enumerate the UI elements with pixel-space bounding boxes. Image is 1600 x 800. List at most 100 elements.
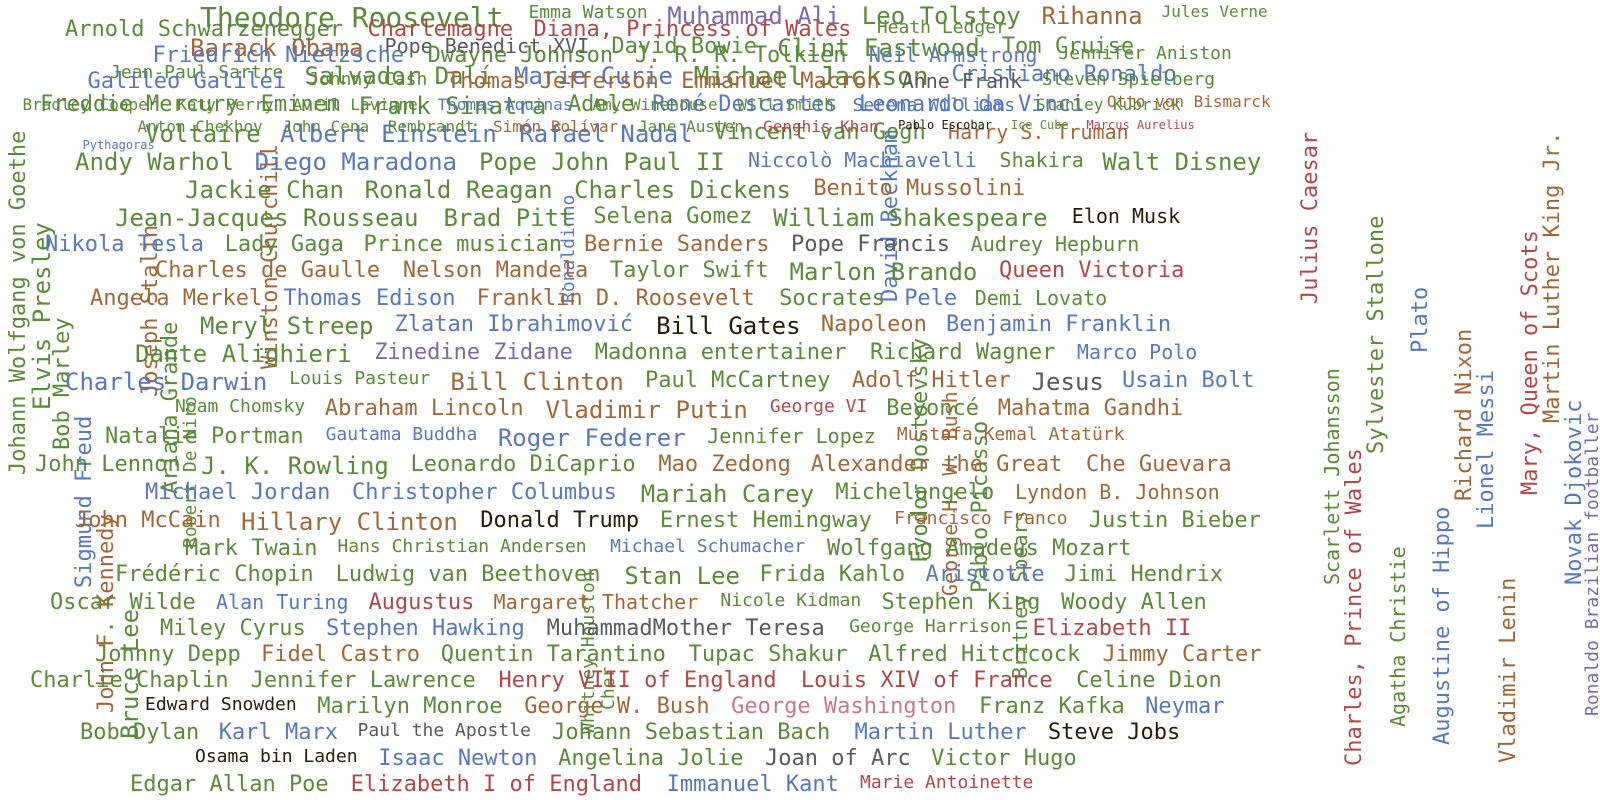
word: Serena Williams: [852, 95, 1016, 116]
word: Katy Perry: [177, 95, 274, 114]
word: John Cena: [282, 117, 370, 136]
word: Oscar Wilde: [50, 590, 196, 615]
word: John McCain: [75, 508, 221, 533]
word: Diana, Princess of Wales: [533, 17, 852, 42]
word: Steve Jobs: [1047, 720, 1181, 745]
word: Fidel Castro: [261, 642, 420, 667]
word: Bill Clinton: [450, 368, 624, 396]
word: Michael Jordan: [145, 480, 331, 505]
word: Friedrich Nietzsche: [152, 43, 405, 68]
word: Ludwig van Beethoven: [335, 562, 601, 587]
word: Nikola Tesla: [45, 232, 204, 257]
word: Celine Dion: [1076, 668, 1222, 693]
word-vertical: Charles, Prince of Wales: [1342, 447, 1367, 766]
word: Audrey Hepburn: [970, 232, 1140, 256]
word: Stan Lee: [624, 562, 740, 590]
word: Ernest Hemingway: [659, 508, 872, 533]
word: Meryl Streep: [200, 312, 374, 340]
word: Taylor Swift: [609, 258, 769, 283]
word: Donald Trump: [480, 508, 640, 533]
word: J. R. R. Tolkien: [634, 43, 847, 68]
word-vertical: Vladimir Lenin: [1496, 577, 1521, 763]
word: Anton Chekhov: [137, 117, 263, 136]
word: Bradley Cooper: [22, 95, 158, 114]
word: Jennifer Aniston: [1058, 43, 1232, 64]
word: Charlemagne: [367, 17, 514, 42]
word: Stephen Hawking: [326, 616, 525, 641]
word: Adele: [567, 92, 635, 117]
word: Jules Verne: [1161, 2, 1268, 21]
word: Che Guevara: [1085, 452, 1232, 477]
word-vertical: Ronaldo Brazilian footballer: [1582, 412, 1600, 716]
word-vertical: Julius Caesar: [1298, 132, 1323, 305]
word: Marcus Aurelius: [1086, 118, 1195, 132]
word: Christopher Columbus: [351, 480, 617, 505]
word: Stanley Kubrick: [1035, 95, 1181, 114]
word: Anne Frank: [901, 69, 1023, 93]
word: Frédéric Chopin: [115, 562, 314, 587]
word: Nicole Kidman: [720, 590, 862, 611]
word-vertical: Scarlett Johansson: [1320, 368, 1344, 585]
word: Margaret Thatcher: [493, 590, 699, 614]
word: Neymar: [1145, 694, 1225, 719]
word: Edgar Allan Poe: [130, 772, 329, 797]
word: Johnny Cash: [308, 69, 428, 90]
word: Michael Schumacher: [610, 536, 806, 557]
word: Nelson Mandela: [402, 258, 589, 283]
word: George Washington: [731, 694, 957, 719]
word: Prince musician: [363, 232, 563, 257]
word: Roger Federer: [497, 424, 686, 452]
word: Noam Chomsky: [175, 396, 306, 417]
word: Alfred Hitchcock: [868, 642, 1081, 667]
word: Jane Austen: [637, 117, 744, 136]
word: Michael Jackson: [693, 62, 929, 92]
word: Augustus: [368, 590, 475, 615]
word: John Lennon: [35, 452, 181, 477]
word: Francisco Franco: [894, 508, 1068, 529]
word: Franz Kafka: [979, 694, 1125, 719]
word: Theodore Roosevelt: [200, 1, 504, 34]
word: Alexander the Great: [810, 452, 1063, 477]
word: Isaac Newton: [378, 746, 538, 771]
word: Andy Warhol: [75, 148, 234, 176]
word: Elizabeth II: [1032, 616, 1192, 641]
word: Marilyn Monroe: [317, 694, 503, 719]
word: Marlon Brando: [789, 258, 978, 286]
word: Brad Pitt: [443, 204, 574, 232]
word: Avril Lavigne: [292, 95, 418, 114]
word: Will Smith: [737, 95, 834, 114]
word: Stephen King: [881, 590, 1041, 615]
word: Emmanuel Macron: [681, 69, 880, 94]
word: Pope John Paul II: [479, 148, 725, 176]
word: Franklin D. Roosevelt: [476, 286, 755, 311]
word: Albert Einstein: [280, 120, 497, 148]
word: Rafael Nadal: [519, 120, 693, 148]
word: Johann Sebastian Bach: [552, 720, 831, 745]
word: Leo Tolstoy: [861, 2, 1021, 30]
word: Bernie Sanders: [584, 232, 770, 257]
word: Henry VIII of England: [498, 668, 777, 693]
word: Tupac Shakur: [688, 642, 848, 667]
word: Jennifer Lopez: [707, 424, 876, 448]
word: Ronald Reagan: [364, 176, 553, 204]
word: Dwayne Johnson: [427, 43, 614, 68]
word: Shakira: [999, 148, 1084, 172]
word: Pope Benedict XVI: [384, 34, 590, 58]
word: Angela Merkel: [90, 286, 263, 311]
word-vertical: Mary, Queen of Scots: [1518, 229, 1543, 495]
word: Charles Dickens: [574, 176, 791, 204]
word: Pythagoras: [82, 138, 155, 152]
word: Louis XIV of France: [800, 668, 1053, 693]
word: Jesus: [1031, 368, 1104, 396]
word: Mahatma Gandhi: [997, 396, 1184, 421]
word: Madonna entertainer: [594, 340, 847, 365]
word: Paul McCartney: [644, 368, 831, 393]
word: Miley Cyrus: [160, 616, 306, 641]
word: Usain Bolt: [1122, 368, 1255, 393]
word: Louis Pasteur: [289, 368, 431, 389]
word-vertical: Plato: [1408, 286, 1433, 353]
word: Emma Watson: [528, 2, 648, 23]
word: Frida Kahlo: [759, 562, 906, 587]
word: Clint Eastwood: [777, 34, 980, 62]
word-vertical: Augustine of Hippo: [1430, 506, 1455, 745]
